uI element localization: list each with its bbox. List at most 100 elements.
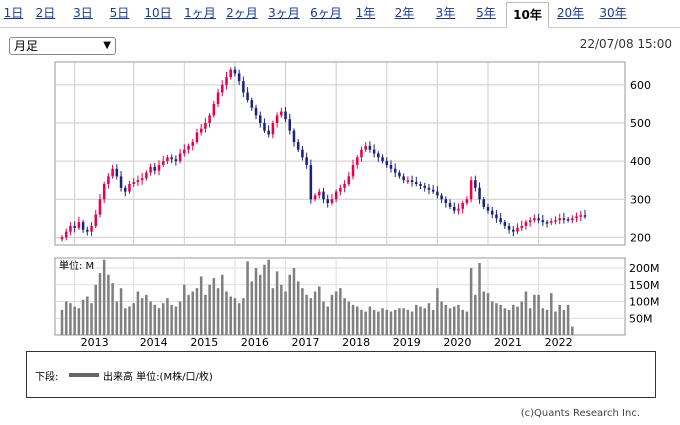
candle-body [571, 218, 574, 221]
volume-bar [301, 288, 304, 335]
legend-box: 下段: 出来高 単位:(M株/口/枚) [26, 351, 656, 398]
candle-body [351, 164, 355, 177]
x-tick-label: 2014 [140, 336, 168, 349]
candle-body [419, 184, 422, 186]
tab-11[interactable]: 3年 [435, 5, 456, 20]
volume-bar [406, 309, 410, 335]
candle-body [423, 185, 426, 188]
candle-body [465, 199, 469, 204]
candle-body [216, 92, 220, 104]
tab-4[interactable]: 10日 [144, 5, 172, 20]
volume-bar [427, 303, 431, 335]
volume-bar [533, 294, 536, 335]
volume-bar [212, 278, 216, 335]
period-select-value: 月足 [14, 39, 39, 53]
volume-bar [296, 281, 300, 335]
volume-bar [102, 259, 106, 335]
volume-bar [208, 284, 211, 335]
candle-body [60, 237, 64, 240]
candle-body [318, 191, 321, 196]
candle-body [579, 215, 583, 217]
volume-bar [537, 294, 540, 335]
candle-body [296, 142, 300, 150]
candle-body [347, 176, 351, 184]
volume-bar [512, 304, 515, 335]
volume-bar [410, 311, 414, 335]
candle-body [415, 182, 418, 184]
candle-body [174, 159, 178, 162]
candle-body [284, 111, 287, 120]
candle-body [545, 222, 549, 224]
tab-8[interactable]: 6ヶ月 [310, 5, 342, 20]
volume-bar [221, 274, 224, 335]
candle-body [541, 220, 545, 223]
candle-body [258, 115, 262, 123]
tab-15[interactable]: 30年 [599, 5, 627, 20]
price-tick-label: 200 [630, 231, 651, 244]
candle-body [486, 206, 490, 211]
volume-bar [191, 291, 195, 335]
volume-bar [309, 298, 313, 335]
volume-bar [94, 284, 98, 335]
chevron-down-icon: ▼ [103, 40, 111, 51]
volume-bar [440, 301, 443, 335]
candle-body [381, 157, 384, 162]
volume-bar [242, 298, 245, 335]
candle-body [410, 180, 414, 183]
candle-body [183, 149, 186, 154]
tab-0[interactable]: 1日 [3, 5, 24, 20]
volume-bar [128, 306, 131, 335]
volume-bar [216, 288, 220, 335]
tab-3[interactable]: 5日 [109, 5, 130, 20]
tab-5[interactable]: 1ヶ月 [184, 5, 216, 20]
candle-body [355, 157, 359, 165]
tab-13[interactable]: 10年 [506, 2, 549, 28]
volume-bar [64, 301, 68, 335]
volume-bar [503, 308, 507, 335]
volume-bar [267, 259, 270, 335]
volume-bar [347, 301, 351, 335]
candle-body [64, 231, 68, 238]
price-plot-frame [54, 61, 626, 246]
volume-bar [124, 308, 127, 335]
candle-body [288, 119, 292, 131]
volume-bar [364, 311, 367, 335]
candle-body [360, 149, 363, 158]
period-select[interactable]: 月足 ▼ [9, 37, 116, 55]
candle-body [271, 123, 275, 135]
candle-body [537, 218, 540, 221]
volume-bar [381, 308, 384, 335]
candle-body [229, 69, 232, 78]
volume-bar [174, 306, 178, 335]
tab-7[interactable]: 3ヶ月 [268, 5, 300, 20]
tab-12[interactable]: 5年 [476, 5, 496, 20]
candle-body [94, 214, 98, 226]
tab-1[interactable]: 2日 [35, 5, 56, 20]
tab-14[interactable]: 20年 [556, 5, 585, 20]
tab-9[interactable]: 1年 [355, 5, 376, 20]
volume-bar [183, 284, 186, 335]
volume-tick-label: 150M [629, 279, 660, 292]
volume-bar [258, 274, 262, 335]
volume-bar [81, 299, 85, 335]
candle-body [157, 164, 161, 171]
tab-10[interactable]: 2年 [394, 5, 415, 20]
legend-text: 出来高 単位:(M株/口/枚) [103, 372, 213, 383]
volume-bar [398, 308, 401, 335]
volume-bar [339, 288, 342, 335]
tab-2[interactable]: 3日 [73, 5, 93, 20]
candle-body [343, 184, 346, 188]
candle-body [280, 111, 283, 116]
candle-body [195, 132, 199, 143]
candle-body [516, 227, 519, 232]
volume-bar [385, 309, 389, 335]
candle-body [393, 168, 397, 173]
tab-6[interactable]: 2ヶ月 [226, 5, 258, 20]
candle-body [495, 214, 498, 219]
volume-bar [393, 309, 397, 335]
volume-bar [490, 301, 494, 335]
candle-body [482, 199, 486, 207]
volume-bar [284, 291, 287, 335]
candle-body [402, 176, 405, 181]
